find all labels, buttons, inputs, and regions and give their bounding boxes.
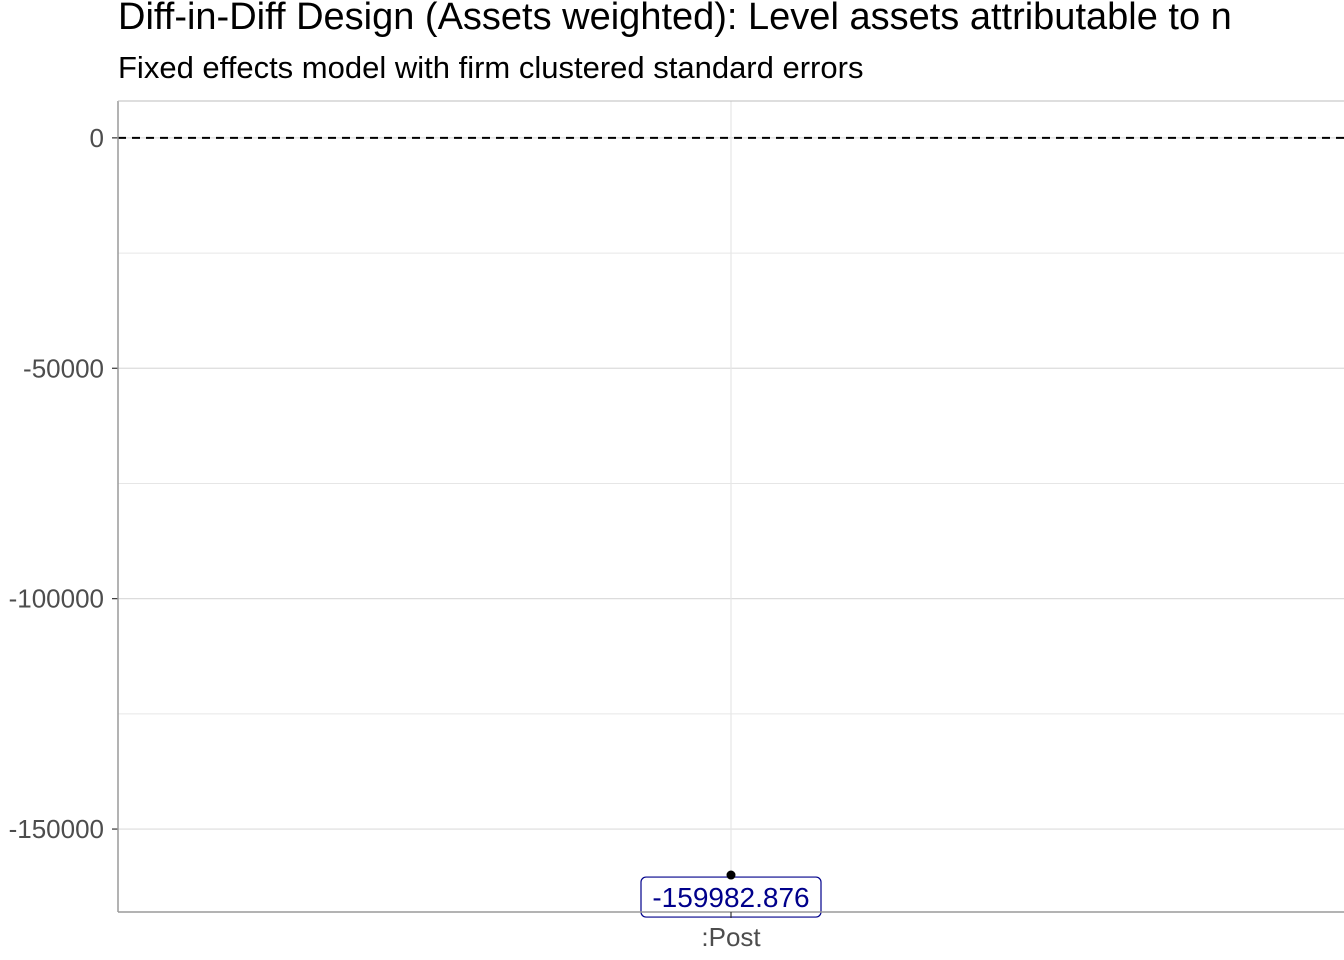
y-tick-label: -100000 [9,584,104,614]
y-tick-label: -150000 [9,814,104,844]
data-point [726,870,736,880]
x-tick-label: :Post [701,922,761,952]
y-tick-label: 0 [90,123,104,153]
data-label: -159982.876 [652,882,809,913]
chart-title: Diff-in-Diff Design (Assets weighted): L… [118,0,1232,38]
y-tick-label: -50000 [23,353,104,383]
chart-subtitle: Fixed effects model with firm clustered … [118,50,864,85]
